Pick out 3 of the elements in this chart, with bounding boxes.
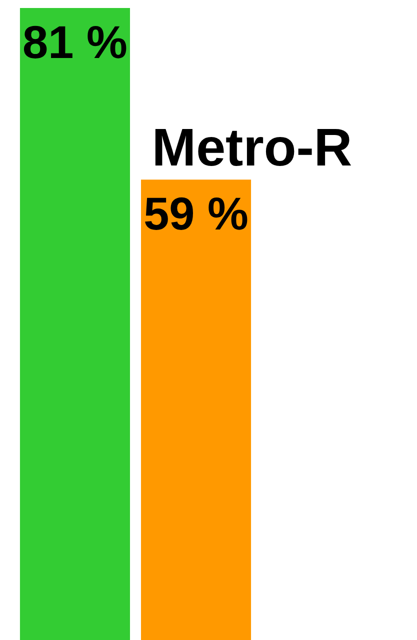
- data-label: 81 %: [22, 16, 128, 68]
- data-label: 59 %: [144, 188, 248, 240]
- series-label: Metro-R: [152, 118, 352, 178]
